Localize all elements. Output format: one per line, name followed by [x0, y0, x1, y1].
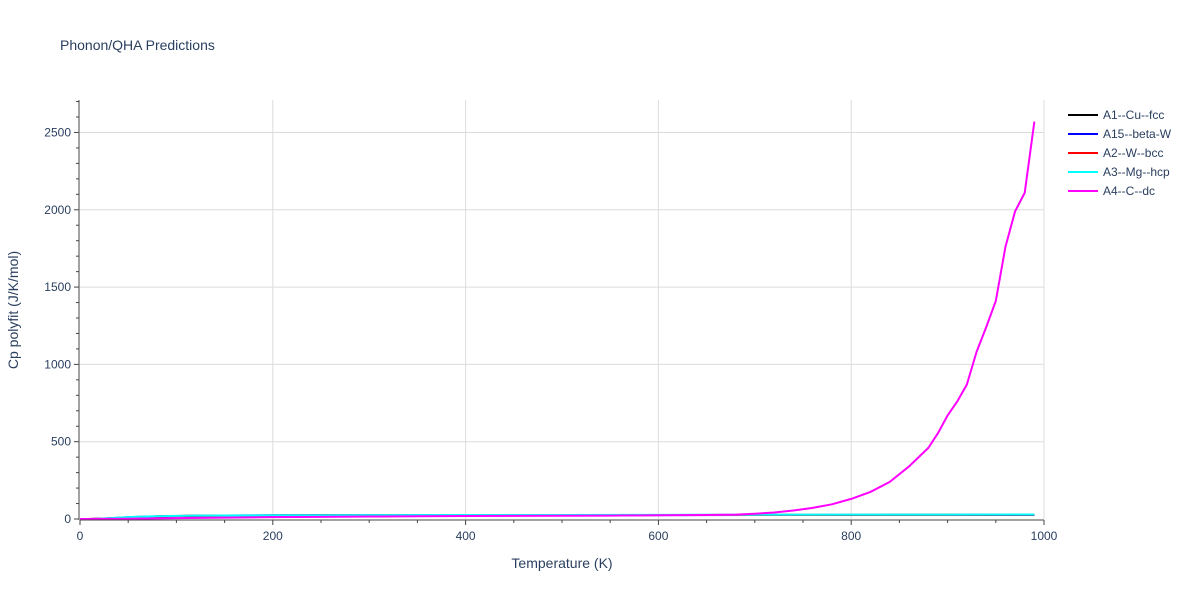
legend-label: A1--Cu--fcc: [1103, 108, 1164, 122]
grid: [80, 100, 1045, 519]
legend-label: A4--C--dc: [1103, 184, 1155, 198]
x-tick-label: 800: [841, 529, 861, 543]
legend: A1--Cu--fcc A15--beta-W A2--W--bcc A3--Mg--…: [1068, 108, 1172, 198]
y-tick-label: 1000: [44, 357, 71, 371]
legend-label: A3--Mg--hcp: [1103, 165, 1170, 179]
y-tick-label: 2000: [44, 203, 71, 217]
x-tick-label: 1000: [1031, 529, 1058, 543]
y-tick-label: 1500: [44, 280, 71, 294]
legend-label: A2--W--bcc: [1103, 146, 1163, 160]
legend-item[interactable]: A1--Cu--fcc: [1068, 108, 1164, 122]
legend-item[interactable]: A2--W--bcc: [1068, 146, 1163, 160]
y-tick-label: 500: [51, 435, 71, 449]
x-axis-title: Temperature (K): [511, 555, 612, 571]
chart-title: Phonon/QHA Predictions: [60, 37, 215, 53]
x-tick-label: 200: [263, 529, 283, 543]
axes: 0 200 400 600 800 1000 0 500 1000 1500 2000 2500: [44, 100, 1058, 543]
legend-item[interactable]: A4--C--dc: [1068, 184, 1155, 198]
y-tick-label: 2500: [44, 125, 71, 139]
legend-item[interactable]: A3--Mg--hcp: [1068, 165, 1170, 179]
series-line-a4-c-dc: [79, 121, 1036, 520]
y-axis-title: Cp polyfit (J/K/mol): [5, 251, 21, 369]
x-tick-label: 0: [77, 529, 84, 543]
legend-item[interactable]: A15--beta-W: [1068, 127, 1172, 141]
x-tick-label: 400: [456, 529, 476, 543]
legend-label: A15--beta-W: [1103, 127, 1172, 141]
x-tick-label: 600: [648, 529, 668, 543]
plot-area: [79, 121, 1036, 520]
y-tick-label: 0: [64, 512, 71, 526]
